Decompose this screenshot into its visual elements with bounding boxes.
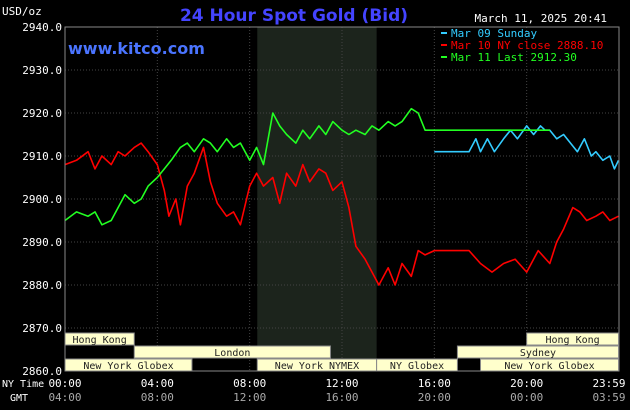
- legend-swatch: [441, 56, 447, 58]
- session-label: New York Globex: [504, 361, 594, 372]
- y-tick-label: 2860.0: [22, 365, 62, 378]
- y-axis-units: USD/oz: [2, 5, 42, 18]
- y-axis-tick-labels: 2860.0 2870.0 2880.0 2890.0 2900.0 2910.0 2920…: [22, 21, 62, 378]
- x-tick-label-gmt: 00:00: [510, 391, 543, 404]
- y-tick-label: 2940.0: [22, 21, 62, 34]
- x-tick-label-gmt: 04:00: [48, 391, 81, 404]
- series-line-2: [64, 142, 619, 286]
- session-bar: [133, 345, 331, 359]
- session-bars: Hong Kong Hong Kong London Sydney New York G…: [64, 332, 620, 372]
- x-tick-label-ny: 16:00: [418, 377, 451, 390]
- watermark: www.kitco.com: [68, 39, 205, 58]
- series-lines: [64, 107, 620, 286]
- x-tick-label-gmt: 03:59: [592, 391, 625, 404]
- session-label: Hong Kong: [546, 335, 600, 346]
- series-line-1: [434, 125, 620, 170]
- y-tick-label: 2920.0: [22, 107, 62, 120]
- series-line-3: [64, 107, 550, 226]
- legend-entry: Mar 09 Sunday: [451, 27, 537, 40]
- y-tick-label: 2910.0: [22, 150, 62, 163]
- legend-entry: Mar 10 NY close 2888.10: [451, 39, 603, 52]
- plot-border: [64, 26, 620, 372]
- x-tick-label-ny: 12:00: [325, 377, 358, 390]
- chart-title: 24 Hour Spot Gold (Bid): [180, 6, 408, 26]
- session-label: Hong Kong: [73, 335, 127, 346]
- x-tick-label-gmt: 12:00: [233, 391, 266, 404]
- timestamp: March 11, 2025 20:41: [475, 12, 607, 25]
- y-tick-label: 2900.0: [22, 193, 62, 206]
- session-label: New York NYMEX: [275, 361, 359, 372]
- session-label: NY Globex: [390, 361, 444, 372]
- legend-entry: Mar 11 Last 2912.30: [451, 51, 577, 64]
- x-row-label-gmt: GMT: [10, 393, 28, 404]
- y-tick-label: 2870.0: [22, 322, 62, 335]
- x-tick-label-gmt: 16:00: [325, 391, 358, 404]
- session-label: Sydney: [520, 348, 556, 359]
- y-tick-label: 2930.0: [22, 64, 62, 77]
- x-tick-label-gmt: 20:00: [418, 391, 451, 404]
- session-label: London: [214, 348, 250, 359]
- x-tick-label-ny: 23:59: [592, 377, 625, 390]
- x-row-label-ny: NY Time: [2, 379, 44, 390]
- y-tick-label: 2880.0: [22, 279, 62, 292]
- x-tick-label-ny: 20:00: [510, 377, 543, 390]
- legend-swatch: [441, 32, 447, 34]
- x-tick-label-gmt: 08:00: [141, 391, 174, 404]
- x-tick-label-ny: 08:00: [233, 377, 266, 390]
- legend-swatch: [441, 44, 447, 46]
- x-axis-tick-labels: 00:0004:0004:0008:0008:0012:0012:0016:00…: [48, 377, 625, 404]
- session-label: New York Globex: [83, 361, 173, 372]
- x-tick-label-ny: 00:00: [48, 377, 81, 390]
- x-tick-label-ny: 04:00: [141, 377, 174, 390]
- y-tick-label: 2890.0: [22, 236, 62, 249]
